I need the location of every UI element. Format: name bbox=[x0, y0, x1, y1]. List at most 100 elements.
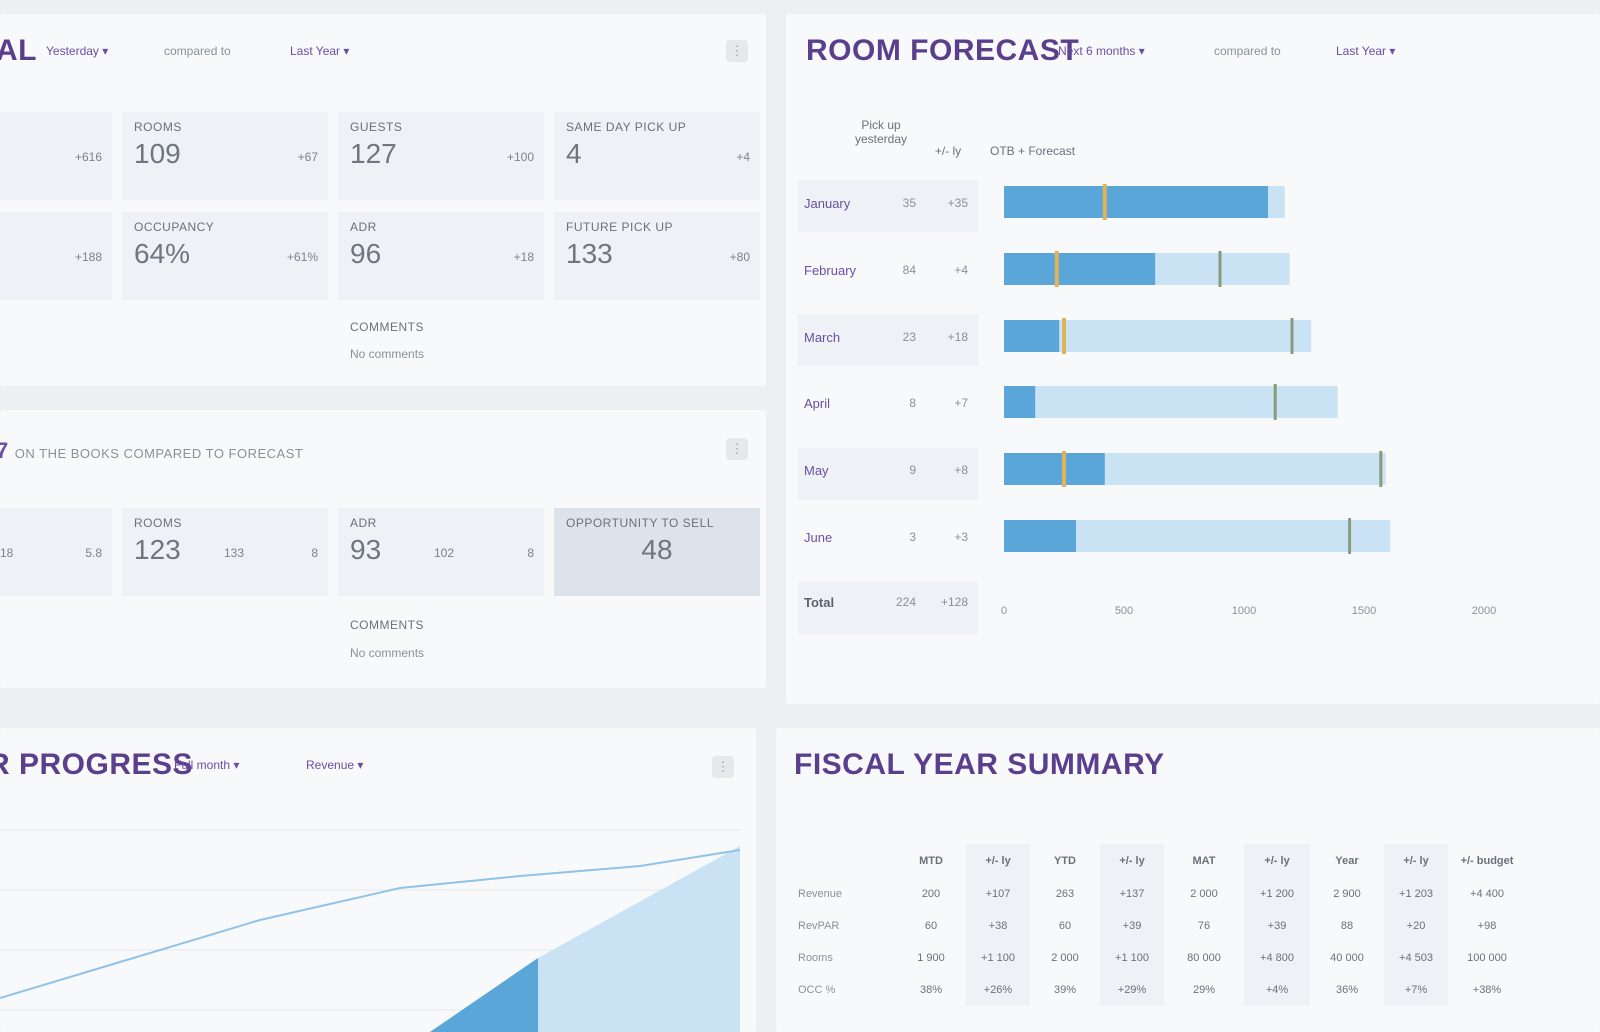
kpi-value: 133 bbox=[566, 238, 613, 269]
x-tick-label: 1500 bbox=[1352, 605, 1376, 614]
table-cell: 88 bbox=[1340, 920, 1354, 932]
occupancy-panel: AL Yesterday compared to Last Year ⋮ +61… bbox=[0, 14, 766, 386]
kpi-value: 93 bbox=[350, 534, 382, 565]
ly-value: +3 bbox=[954, 530, 968, 544]
table-cell: +39 bbox=[1244, 910, 1310, 942]
panel-menu-icon[interactable]: ⋮ bbox=[726, 438, 748, 460]
row-band bbox=[798, 314, 978, 366]
kpi-occupancy: OCCUPANCY 64% +61% bbox=[122, 212, 328, 300]
table-cell: +4 503 bbox=[1384, 942, 1448, 974]
total-label: Total bbox=[804, 595, 835, 610]
pickup-value: 23 bbox=[902, 330, 916, 344]
kpi-same-day-pickup: SAME DAY PICK UP 4 +4 bbox=[554, 112, 760, 200]
month-label[interactable]: May bbox=[804, 463, 829, 478]
actual-last-year-marker bbox=[1379, 451, 1383, 487]
column-header: +/- ly bbox=[1244, 844, 1310, 878]
kpi-cell-left-2: +188 bbox=[0, 212, 112, 300]
kpi-value: 48 bbox=[641, 534, 673, 565]
comments-value: No comments bbox=[350, 347, 425, 361]
room-forecast-chart: 0500100015002000OTBForecastOTB Last Year… bbox=[1001, 184, 1496, 614]
fiscal-year-panel: FISCAL YEAR SUMMARY MTD +/- ly YTD +/- l… bbox=[776, 728, 1600, 1032]
kpi-cell-left-1: +616 bbox=[0, 112, 112, 200]
panel-menu-icon[interactable]: ⋮ bbox=[726, 40, 748, 62]
kpi-rooms: ROOMS 109 +67 bbox=[122, 112, 328, 200]
table-cell: +38 bbox=[966, 910, 1030, 942]
table-cell: 60 bbox=[1058, 920, 1072, 932]
table-cell: 1 900 bbox=[917, 952, 945, 964]
panel-menu-icon[interactable]: ⋮ bbox=[712, 756, 734, 778]
compared-label: compared to bbox=[164, 44, 231, 58]
table-row: Rooms 1 900 +1 100 2 000 +1 100 80 000 +… bbox=[792, 942, 1526, 974]
pickup-value: 8 bbox=[909, 396, 916, 410]
row-band bbox=[798, 448, 978, 500]
kpi-compare: 18 bbox=[0, 546, 14, 560]
kpi-compare: 102 bbox=[434, 546, 455, 560]
pickup-value: 9 bbox=[909, 463, 916, 477]
measure-dropdown[interactable]: Revenue bbox=[306, 758, 363, 772]
column-header: MAT bbox=[1192, 855, 1216, 867]
month-label[interactable]: June bbox=[804, 530, 833, 545]
table-cell: +26% bbox=[966, 974, 1030, 1006]
table-cell: +1 200 bbox=[1244, 878, 1310, 910]
kpi-value: 109 bbox=[134, 138, 181, 169]
table-cell: +20 bbox=[1384, 910, 1448, 942]
actual-last-year-marker bbox=[1218, 251, 1222, 287]
period-dropdown[interactable]: Yesterday bbox=[46, 44, 108, 58]
table-cell: +107 bbox=[966, 878, 1030, 910]
col-header-otb: OTB + Forecast bbox=[990, 144, 1076, 158]
table-cell: 29% bbox=[1192, 984, 1216, 996]
kpi-delta: +61% bbox=[286, 250, 318, 264]
row-band bbox=[798, 180, 978, 232]
column-header: YTD bbox=[1054, 855, 1076, 867]
compare-dropdown[interactable]: Last Year bbox=[290, 44, 349, 58]
kpi-delta: +100 bbox=[506, 150, 534, 164]
column-header: MTD bbox=[919, 855, 943, 867]
month-label[interactable]: March bbox=[804, 330, 841, 345]
month-label[interactable]: April bbox=[804, 396, 831, 411]
kpi-label: SAME DAY PICK UP bbox=[566, 120, 687, 134]
table-row: RevPAR 60 +38 60 +39 76 +39 88 +20 +98 bbox=[792, 910, 1526, 942]
otb-bar bbox=[1004, 520, 1076, 552]
question-number: 7 bbox=[0, 438, 9, 463]
kpi-delta: +616 bbox=[74, 150, 102, 164]
kpi-future-pickup: FUTURE PICK UP 133 +80 bbox=[554, 212, 760, 300]
progress-panel: R PROGRESS Full month Revenue ⋮ bbox=[0, 728, 756, 1032]
table-cell: +1 100 bbox=[1100, 942, 1164, 974]
kpi-label: ROOMS bbox=[134, 120, 182, 134]
col-header-ly: +/- ly bbox=[934, 144, 962, 158]
month-label[interactable]: February bbox=[804, 263, 857, 278]
compared-label: compared to bbox=[1214, 44, 1281, 58]
total-pickup: 224 bbox=[895, 595, 916, 609]
kpi-value: 127 bbox=[350, 138, 397, 169]
table-cell: 40 000 bbox=[1330, 952, 1364, 964]
col-header-pickup: Pick up yesterday bbox=[854, 118, 908, 146]
x-tick-label: 2000 bbox=[1472, 605, 1496, 614]
kpi-label: ADR bbox=[350, 220, 377, 234]
forecast-compare-panel: 7 ON THE BOOKS COMPARED TO FORECAST ⋮ 18 … bbox=[0, 410, 766, 688]
period-dropdown[interactable]: Next 6 months bbox=[1058, 44, 1145, 58]
compare-dropdown[interactable]: Last Year bbox=[1336, 44, 1395, 58]
table-cell: +4 400 bbox=[1470, 888, 1504, 900]
kpi-delta: +188 bbox=[74, 250, 102, 264]
comments-label: COMMENTS bbox=[350, 320, 424, 334]
column-header: Year bbox=[1335, 855, 1359, 867]
panel-title: FISCAL YEAR SUMMARY bbox=[794, 748, 1165, 781]
kpi-compare: 133 bbox=[224, 546, 245, 560]
otb-bar bbox=[1004, 320, 1060, 352]
kpi-value: 96 bbox=[350, 238, 382, 269]
otb-bar bbox=[1004, 253, 1156, 285]
opportunity-to-sell-cell: OPPORTUNITY TO SELL 48 bbox=[554, 508, 760, 596]
otb-bar bbox=[1004, 186, 1268, 218]
kpi-delta: 5.8 bbox=[85, 546, 102, 560]
table-cell: 2 000 bbox=[1190, 888, 1218, 900]
table-cell: 263 bbox=[1055, 888, 1075, 900]
total-ly: +128 bbox=[940, 595, 968, 609]
table-row: Revenue 200 +107 263 +137 2 000 +1 200 2… bbox=[792, 878, 1526, 910]
table-cell: 2 900 bbox=[1333, 888, 1361, 900]
actual-last-year-marker bbox=[1290, 318, 1294, 354]
period-dropdown[interactable]: Full month bbox=[174, 758, 239, 772]
month-label[interactable]: January bbox=[804, 196, 851, 211]
kpi-adr: ADR 93 102 8 bbox=[338, 508, 544, 596]
table-cell: +38% bbox=[1472, 984, 1502, 996]
x-tick-label: 0 bbox=[1001, 605, 1007, 614]
